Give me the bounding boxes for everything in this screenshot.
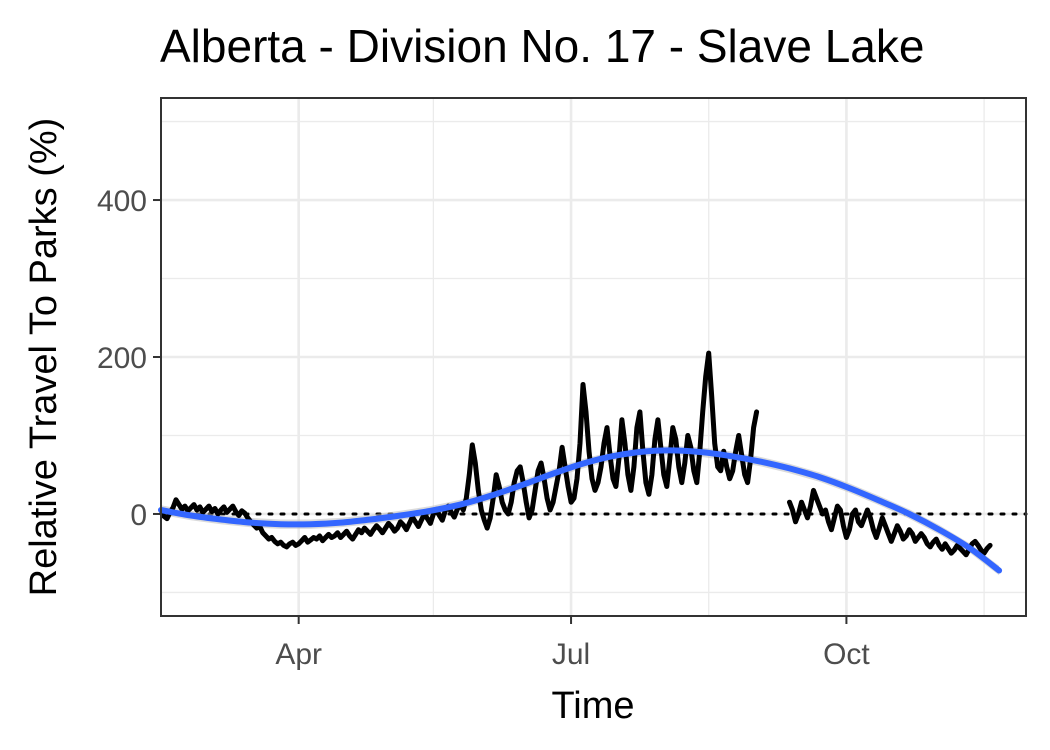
x-tick-label: Apr [275,638,322,671]
y-axis: 0 200 400 [97,185,161,532]
x-axis: Apr Jul Oct [275,616,870,671]
chart-title: Alberta - Division No. 17 - Slave Lake [160,20,924,72]
x-tick-label: Oct [823,638,870,671]
x-axis-title: Time [551,685,634,727]
smooth-trend-line [158,447,1003,574]
y-tick-label: 400 [97,185,147,218]
x-tick-label: Jul [552,638,590,671]
y-tick-label: 0 [130,499,147,532]
y-tick-label: 200 [97,342,147,375]
observed-series-line [787,487,993,558]
y-axis-title: Relative Travel To Parks (%) [23,118,65,597]
